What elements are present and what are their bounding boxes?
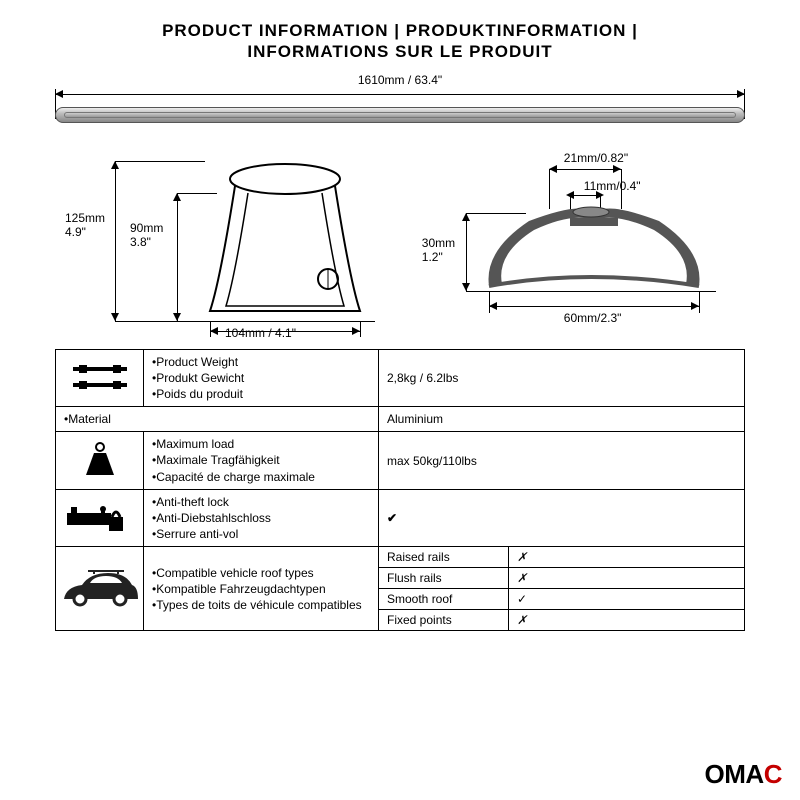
profile-slot-gap: 11mm/0.4" (584, 179, 641, 193)
foot-width: 104mm / 4.1" (225, 326, 296, 340)
title-line-1: PRODUCT INFORMATION | PRODUKTINFORMATION… (55, 20, 745, 41)
lock-de: Anti-Diebstahlschloss (152, 510, 370, 526)
title-line-2: INFORMATIONS SUR LE PRODUIT (55, 41, 745, 62)
row-lock: Anti-theft lock Anti-Diebstahlschloss Se… (56, 489, 745, 547)
page-title: PRODUCT INFORMATION | PRODUKTINFORMATION… (55, 20, 745, 63)
foot-outer-h-mm: 125mm (65, 211, 105, 225)
length-diagram: 1610mm / 63.4" (55, 73, 745, 133)
roof-fixed-value: ✗ (509, 610, 745, 631)
foot-icon (200, 161, 370, 321)
weight-icon (56, 349, 144, 407)
foot-inner-h-mm: 90mm (130, 221, 163, 235)
weight-en: Product Weight (152, 354, 370, 370)
maxload-de: Maximale Tragfähigkeit (152, 452, 370, 468)
weight-de: Produkt Gewicht (152, 370, 370, 386)
row-material: Material Aluminium (56, 407, 745, 432)
crossbar-illustration (55, 107, 745, 123)
maxload-icon (56, 432, 144, 490)
roof-smooth-label: Smooth roof (379, 589, 509, 610)
brand-logo: OMAC (705, 759, 782, 790)
roof-raised-value: ✗ (509, 547, 745, 568)
length-label: 1610mm / 63.4" (55, 73, 745, 87)
material-value: Aluminium (379, 407, 745, 432)
lock-en: Anti-theft lock (152, 494, 370, 510)
weight-value: 2,8kg / 6.2lbs (379, 349, 745, 407)
profile-width: 60mm/2.3" (564, 311, 622, 325)
roof-fr: Types de toits de véhicule compatibles (152, 597, 370, 613)
lock-icon (56, 489, 144, 547)
roof-en: Compatible vehicle roof types (152, 565, 370, 581)
profile-h-in: 1.2" (422, 250, 443, 264)
maxload-fr: Capacité de charge maximale (152, 469, 370, 485)
foot-outer-h-in: 4.9" (65, 225, 86, 239)
weight-fr: Poids du produit (152, 386, 370, 402)
brand-part1: OMA (705, 759, 764, 789)
material-label: Material (64, 412, 111, 426)
profile-diagram: 21mm/0.82" 11mm/0.4" 30mm 1.2" 60mm/2.3" (414, 151, 745, 341)
roof-raised-label: Raised rails (379, 547, 509, 568)
lock-value: ✔ (379, 489, 745, 547)
row-roof-raised: Compatible vehicle roof types Kompatible… (56, 547, 745, 568)
roof-de: Kompatible Fahrzeugdachtypen (152, 581, 370, 597)
spec-table: Product Weight Produkt Gewicht Poids du … (55, 349, 745, 632)
profile-h-mm: 30mm (422, 236, 455, 250)
roof-flush-label: Flush rails (379, 568, 509, 589)
lock-fr: Serrure anti-vol (152, 526, 370, 542)
foot-diagram: 125mm 4.9" 90mm 3.8" 104mm / 4.1" (55, 151, 414, 341)
profile-slot-w: 21mm/0.82" (564, 151, 628, 165)
roof-smooth-value: ✓ (509, 589, 745, 610)
vehicle-icon (56, 547, 144, 631)
maxload-value: max 50kg/110lbs (379, 432, 745, 490)
roof-fixed-label: Fixed points (379, 610, 509, 631)
foot-inner-h-in: 3.8" (130, 235, 151, 249)
brand-part2: C (764, 759, 782, 789)
row-maxload: Maximum load Maximale Tragfähigkeit Capa… (56, 432, 745, 490)
row-weight: Product Weight Produkt Gewicht Poids du … (56, 349, 745, 407)
profile-icon (474, 206, 704, 296)
roof-flush-value: ✗ (509, 568, 745, 589)
maxload-en: Maximum load (152, 436, 370, 452)
